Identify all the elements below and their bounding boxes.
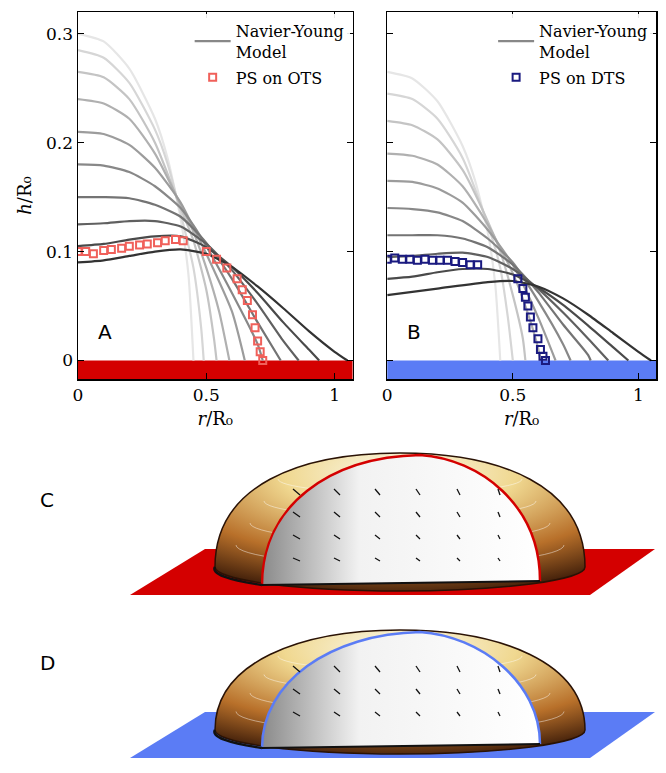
svg-text:0.5: 0.5 [499,385,526,405]
svg-text:0.2: 0.2 [46,133,73,153]
svg-text:0: 0 [73,385,84,405]
svg-text:0: 0 [62,350,73,370]
svg-text:0.3: 0.3 [46,24,73,44]
svg-text:Navier-YoungModel: Navier-YoungModel [539,22,647,62]
svg-text:0.1: 0.1 [46,242,73,262]
svg-text:1: 1 [329,385,340,405]
svg-text:h/R₀: h/R₀ [14,176,35,214]
svg-text:1: 1 [633,385,644,405]
svg-text:r/R₀: r/R₀ [504,408,539,429]
svg-text:r/R₀: r/R₀ [198,408,233,429]
svg-text:PS on OTS: PS on OTS [236,69,323,88]
svg-text:0.5: 0.5 [193,385,220,405]
svg-text:Navier-YoungModel: Navier-YoungModel [236,22,344,62]
svg-text:B: B [407,320,421,344]
svg-text:PS on DTS: PS on DTS [539,69,625,88]
svg-text:0: 0 [382,385,393,405]
svg-text:D: D [40,651,55,675]
svg-text:C: C [40,488,54,512]
svg-text:A: A [98,320,112,344]
